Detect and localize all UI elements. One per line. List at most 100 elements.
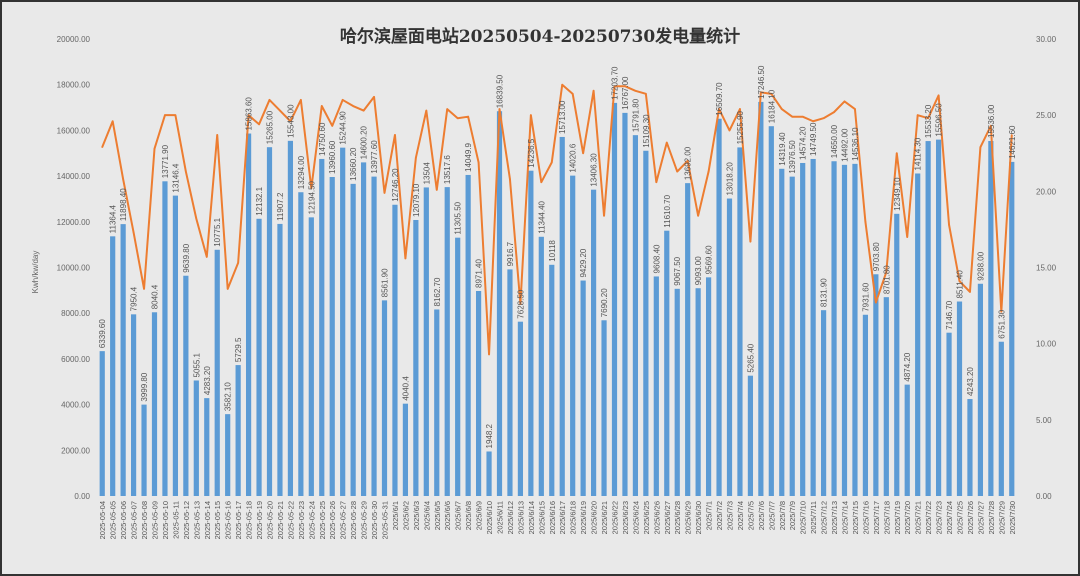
bar	[883, 297, 889, 496]
bar-data-label: 13294.00	[297, 155, 306, 189]
line-point	[383, 192, 386, 194]
x-tick-label: 2025/6/29	[684, 501, 693, 534]
bar-data-label: 3999.80	[140, 372, 149, 401]
bar	[946, 332, 952, 496]
bar	[214, 249, 220, 496]
x-tick-label: 2025/6/4	[422, 501, 431, 530]
bar	[507, 269, 513, 496]
bar-data-label: 16839.50	[496, 74, 505, 108]
bar-data-label: 11610.70	[663, 194, 672, 227]
line-point	[205, 256, 208, 258]
x-tick-label: 2025-05-22	[286, 501, 295, 539]
bar	[517, 321, 524, 496]
bar-data-label: 8040.4	[151, 284, 160, 309]
y2-tick-label: 25.00	[1036, 111, 1057, 120]
x-tick-label: 2025-05-12	[182, 501, 191, 539]
line-point	[143, 288, 145, 290]
bar	[611, 102, 618, 497]
line-point	[645, 93, 647, 95]
bar-data-label: 14621.60	[1008, 125, 1017, 159]
y2-tick-label: 20.00	[1036, 187, 1057, 196]
y-tick-label: 8000.00	[61, 309, 90, 318]
bar	[329, 177, 335, 496]
line-point	[1010, 134, 1013, 136]
bar-data-label: 13504	[422, 162, 431, 185]
line-point	[111, 120, 114, 123]
x-tick-label: 2025-05-05	[109, 501, 118, 539]
bar-data-label: 14236.5	[527, 138, 536, 167]
x-tick-label: 2025-05-04	[98, 501, 107, 539]
bar-data-label: 12349.10	[893, 177, 902, 211]
x-tick-label: 2025/7/21	[914, 501, 923, 534]
bar-data-label: 15791.80	[631, 98, 640, 132]
x-tick-label: 2025/7/10	[799, 501, 808, 534]
line-point	[404, 257, 407, 260]
bar	[350, 183, 356, 496]
x-tick-label: 2025/6/25	[642, 501, 651, 534]
y2-tick-label: 10.00	[1036, 340, 1057, 349]
bar-data-label: 3582.10	[224, 382, 233, 411]
bar-data-label: 12194.50	[307, 180, 316, 214]
line-point	[415, 157, 417, 159]
x-tick-label: 2025-05-17	[234, 501, 243, 539]
line-point	[707, 170, 710, 173]
bar	[632, 135, 639, 497]
bar-data-label: 6751.30	[997, 309, 1006, 338]
line-point	[697, 214, 699, 217]
bar	[716, 118, 722, 496]
line-point	[226, 288, 229, 290]
bar-data-label: 7931.60	[861, 282, 870, 311]
bar	[496, 111, 503, 497]
line-point	[822, 117, 825, 120]
line-point	[258, 123, 260, 126]
bar-data-label: 17246.50	[757, 65, 766, 99]
y2-tick-label: 0.00	[1036, 492, 1052, 501]
bar-data-label: 5729.5	[234, 337, 243, 362]
bar	[298, 192, 304, 496]
line-point	[425, 109, 428, 112]
bar	[977, 283, 984, 496]
x-tick-label: 2025/7/18	[882, 501, 891, 534]
bar-data-label: 6339.60	[98, 319, 107, 348]
line-point	[279, 109, 281, 112]
bar-data-label: 15543.00	[286, 104, 295, 138]
bar-data-label: 13146.4	[171, 163, 180, 192]
line-point	[603, 214, 605, 217]
y2-tick-label: 15.00	[1036, 264, 1057, 273]
line-point	[101, 146, 104, 148]
bar	[841, 164, 848, 497]
bar-data-label: 8971.40	[475, 259, 484, 288]
x-tick-label: 2025-05-21	[276, 501, 285, 539]
x-tick-label: 2025/7/1	[705, 501, 714, 530]
bar	[904, 384, 910, 496]
bar-data-label: 10775.1	[213, 217, 222, 246]
x-tick-label: 2025/7/5	[746, 501, 755, 530]
bar	[538, 236, 544, 496]
line-point	[247, 114, 250, 116]
x-tick-label: 2025/7/11	[809, 501, 818, 534]
bar	[225, 414, 231, 496]
x-tick-label: 2025-05-08	[140, 501, 149, 539]
bar	[643, 150, 649, 496]
x-tick-label: 2025/7/7	[767, 501, 776, 530]
x-tick-label: 2025-05-06	[119, 501, 128, 539]
line-point	[289, 120, 292, 123]
bar-data-label: 16509.70	[715, 82, 724, 116]
bar	[559, 136, 565, 496]
line-point	[665, 141, 668, 144]
line-point	[864, 221, 867, 223]
line-point	[686, 160, 689, 162]
bar-data-label: 13977.60	[370, 140, 379, 174]
bar-data-label: 17203.70	[611, 66, 620, 100]
x-tick-label: 2025/6/18	[569, 501, 578, 534]
y-tick-label: 0.00	[74, 492, 90, 501]
line-point	[362, 109, 365, 112]
bar	[266, 147, 273, 496]
x-tick-label: 2025/6/19	[579, 501, 588, 534]
bar-data-label: 13771.90	[161, 144, 170, 178]
line-point	[174, 114, 177, 116]
bar	[664, 230, 670, 497]
x-tick-label: 2025/6/17	[558, 501, 567, 534]
bar	[1009, 161, 1015, 497]
bar-data-label: 9288.00	[976, 251, 985, 280]
